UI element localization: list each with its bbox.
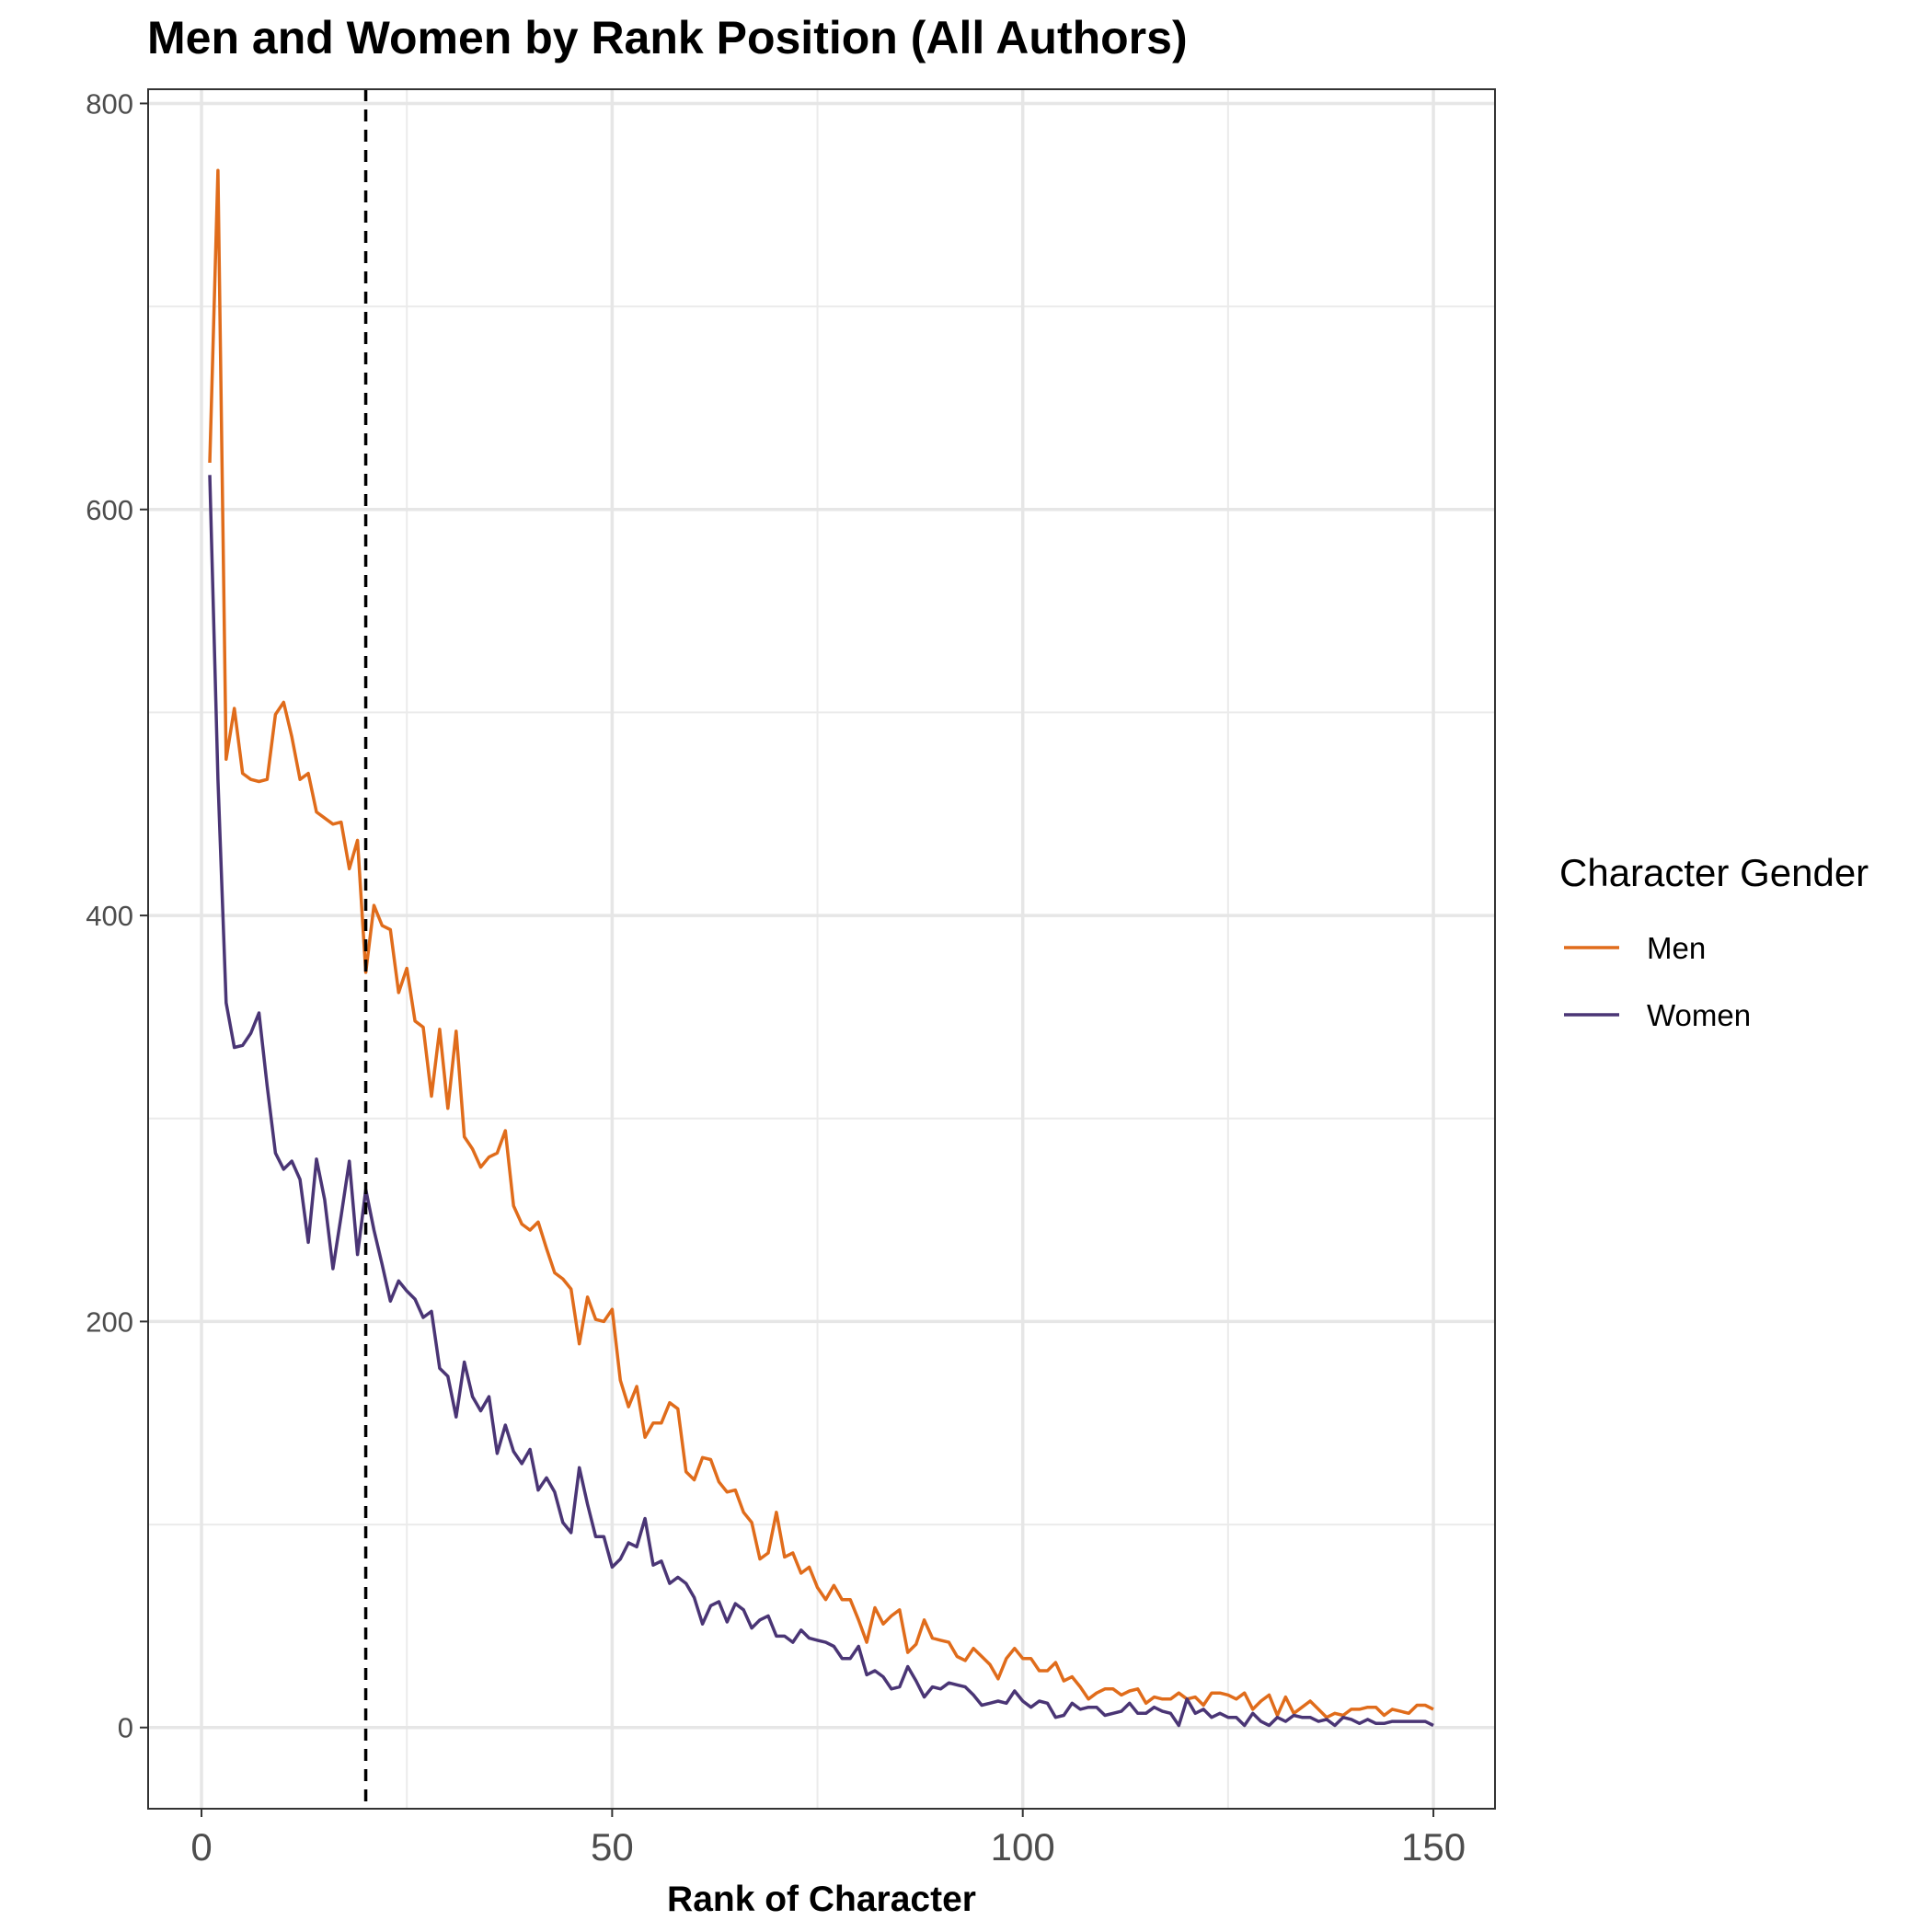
series-line-women	[208, 475, 1434, 1728]
legend-label-women: Women	[1647, 998, 1751, 1032]
legend-title: Character Gender	[1559, 851, 1869, 894]
x-tick-label: 100	[991, 1825, 1055, 1869]
x-axis: 0 50 100 150	[190, 1809, 1466, 1869]
series-lines	[208, 168, 1434, 1728]
y-axis: 0 200 400 600 800	[86, 87, 148, 1744]
chart-title: Men and Women by Rank Position (All Auth…	[147, 12, 1188, 63]
plot-area	[147, 88, 1496, 1810]
legend: Character Gender Men Women	[1559, 851, 1869, 1032]
minor-gridlines	[148, 89, 1495, 1809]
x-tick-label: 50	[591, 1825, 634, 1869]
plot-panel	[148, 89, 1495, 1809]
y-tick-label: 0	[118, 1712, 133, 1744]
y-tick-label: 600	[86, 494, 133, 526]
x-tick-label: 0	[190, 1825, 212, 1869]
major-gridlines	[148, 89, 1495, 1809]
x-axis-title: Rank of Character	[667, 1880, 976, 1919]
legend-items: Men Women	[1564, 931, 1751, 1032]
series-line-men	[208, 168, 1434, 1719]
y-tick-label: 400	[86, 900, 133, 932]
plot-border	[147, 88, 1496, 1810]
x-tick-label: 150	[1401, 1825, 1466, 1869]
legend-label-men: Men	[1647, 931, 1706, 965]
y-tick-label: 200	[86, 1305, 133, 1338]
y-tick-label: 800	[86, 87, 133, 120]
